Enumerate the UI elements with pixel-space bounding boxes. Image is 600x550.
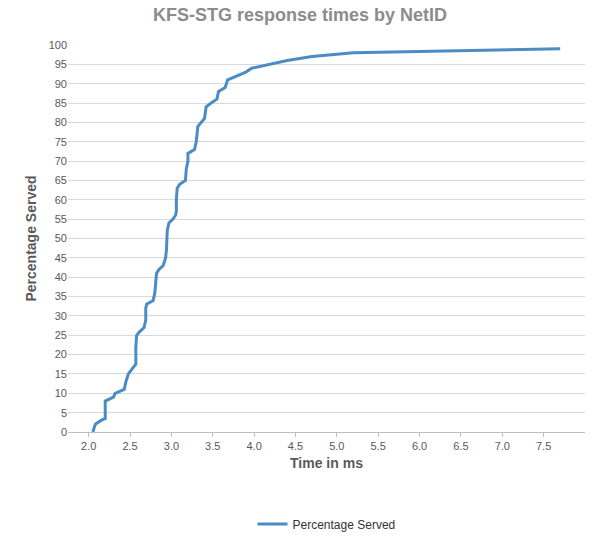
svg-text:7.0: 7.0 [495, 440, 510, 452]
svg-text:80: 80 [55, 116, 67, 128]
svg-text:3.0: 3.0 [164, 440, 179, 452]
svg-text:50: 50 [55, 232, 67, 244]
svg-text:2.0: 2.0 [81, 440, 96, 452]
svg-text:10: 10 [55, 387, 67, 399]
svg-text:5: 5 [61, 407, 67, 419]
svg-text:70: 70 [55, 155, 67, 167]
svg-text:60: 60 [55, 194, 67, 206]
svg-text:5.0: 5.0 [329, 440, 344, 452]
svg-text:KFS-STG response times by NetI: KFS-STG response times by NetID [153, 5, 447, 25]
svg-text:6.0: 6.0 [412, 440, 427, 452]
svg-text:2.5: 2.5 [122, 440, 137, 452]
svg-text:85: 85 [55, 97, 67, 109]
svg-text:6.5: 6.5 [453, 440, 468, 452]
svg-text:35: 35 [55, 290, 67, 302]
svg-text:45: 45 [55, 252, 67, 264]
svg-text:90: 90 [55, 78, 67, 90]
svg-text:4.0: 4.0 [246, 440, 261, 452]
svg-text:100: 100 [49, 39, 67, 51]
svg-text:3.5: 3.5 [205, 440, 220, 452]
svg-text:55: 55 [55, 213, 67, 225]
svg-text:Percentage Served: Percentage Served [23, 175, 39, 301]
svg-text:95: 95 [55, 58, 67, 70]
svg-text:4.5: 4.5 [288, 440, 303, 452]
svg-text:5.5: 5.5 [371, 440, 386, 452]
svg-text:65: 65 [55, 174, 67, 186]
svg-text:7.5: 7.5 [536, 440, 551, 452]
svg-text:30: 30 [55, 310, 67, 322]
svg-text:0: 0 [61, 426, 67, 438]
svg-text:15: 15 [55, 368, 67, 380]
svg-text:Time in ms: Time in ms [290, 455, 363, 471]
svg-text:40: 40 [55, 271, 67, 283]
svg-text:75: 75 [55, 136, 67, 148]
svg-text:25: 25 [55, 329, 67, 341]
svg-text:Percentage Served: Percentage Served [293, 518, 396, 532]
svg-text:20: 20 [55, 348, 67, 360]
